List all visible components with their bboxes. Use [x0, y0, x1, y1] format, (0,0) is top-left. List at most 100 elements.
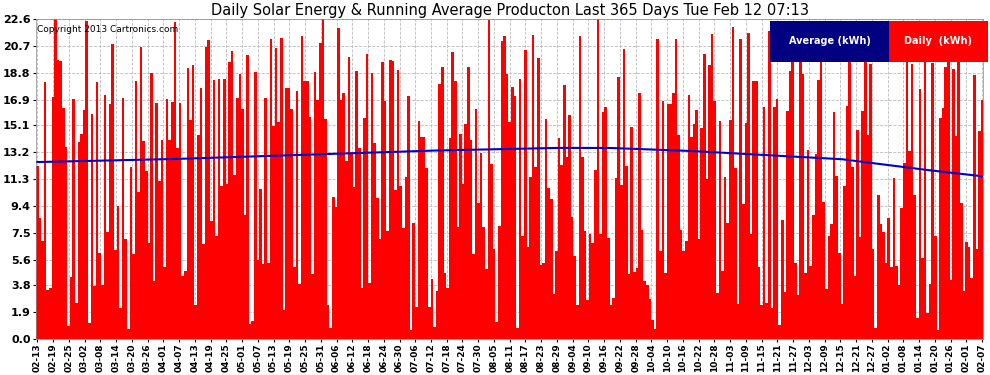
Bar — [802, 74, 804, 339]
Bar — [130, 167, 132, 339]
Bar — [602, 112, 605, 339]
Bar — [210, 221, 213, 339]
Bar — [373, 143, 376, 339]
Bar — [519, 79, 522, 339]
Bar — [96, 82, 98, 339]
Bar — [794, 262, 797, 339]
Bar — [898, 285, 900, 339]
Bar — [823, 202, 825, 339]
Bar — [714, 100, 716, 339]
Bar — [770, 309, 773, 339]
Bar — [646, 285, 648, 339]
Bar — [106, 232, 109, 339]
Bar — [576, 305, 578, 339]
Bar — [104, 95, 106, 339]
Bar — [298, 284, 301, 339]
Bar — [815, 154, 818, 339]
Bar — [586, 300, 589, 339]
Bar — [402, 228, 405, 339]
Bar — [207, 40, 210, 339]
Bar — [858, 237, 861, 339]
Bar — [682, 251, 685, 339]
Bar — [345, 161, 347, 339]
Bar — [687, 95, 690, 339]
Bar — [420, 137, 423, 339]
Bar — [949, 280, 952, 339]
Bar — [386, 231, 389, 339]
Bar — [509, 123, 511, 339]
Bar — [213, 80, 215, 339]
Bar — [522, 236, 524, 339]
Bar — [550, 199, 552, 339]
Bar — [282, 310, 285, 339]
Bar — [352, 187, 355, 339]
Bar — [365, 54, 368, 339]
Bar — [560, 165, 563, 339]
Bar — [732, 27, 735, 339]
Bar — [464, 124, 467, 339]
Bar — [467, 67, 469, 339]
Bar — [744, 123, 747, 339]
Bar — [330, 328, 332, 339]
Bar — [659, 251, 661, 339]
Bar — [413, 222, 415, 339]
Bar — [708, 65, 711, 339]
Bar — [490, 164, 493, 339]
Bar — [181, 276, 184, 339]
Bar — [820, 58, 823, 339]
Bar — [853, 276, 856, 339]
Bar — [674, 39, 677, 339]
Bar — [664, 273, 666, 339]
Bar — [547, 188, 550, 339]
Bar — [680, 230, 682, 339]
Bar — [109, 105, 111, 339]
Bar — [530, 177, 532, 339]
Bar — [921, 258, 924, 339]
Bar — [218, 80, 221, 339]
Bar — [900, 208, 903, 339]
Bar — [83, 110, 85, 339]
Bar — [552, 294, 555, 339]
Bar — [335, 207, 338, 339]
Bar — [192, 64, 194, 339]
Bar — [724, 177, 727, 339]
Bar — [150, 73, 152, 339]
Bar — [114, 251, 117, 339]
Bar — [952, 69, 954, 339]
Bar — [410, 330, 413, 339]
Bar — [970, 278, 973, 339]
Bar — [727, 223, 729, 339]
Bar — [376, 198, 378, 339]
Bar — [797, 295, 799, 339]
Bar — [620, 185, 623, 339]
Bar — [511, 87, 514, 339]
Bar — [711, 34, 714, 339]
Text: Copyright 2013 Cartronics.com: Copyright 2013 Cartronics.com — [37, 26, 178, 34]
FancyBboxPatch shape — [889, 21, 988, 62]
Bar — [415, 307, 418, 339]
Bar — [171, 102, 173, 339]
Bar — [947, 53, 949, 339]
Text: Average (kWh): Average (kWh) — [788, 36, 870, 46]
Bar — [641, 230, 644, 339]
Bar — [543, 262, 545, 339]
Bar — [135, 81, 138, 339]
Bar — [285, 88, 288, 339]
Bar — [498, 226, 501, 339]
Bar — [394, 190, 397, 339]
Bar — [722, 271, 724, 339]
Bar — [605, 107, 607, 339]
Bar — [98, 254, 101, 339]
Bar — [244, 215, 247, 339]
Bar — [477, 203, 480, 339]
Bar — [454, 81, 456, 339]
Bar — [405, 177, 407, 339]
Bar — [916, 318, 919, 339]
Bar — [459, 135, 461, 339]
Bar — [584, 231, 586, 339]
Bar — [903, 163, 906, 339]
Bar — [176, 148, 179, 339]
Bar — [428, 307, 431, 339]
Bar — [845, 106, 848, 339]
Bar — [765, 303, 768, 339]
